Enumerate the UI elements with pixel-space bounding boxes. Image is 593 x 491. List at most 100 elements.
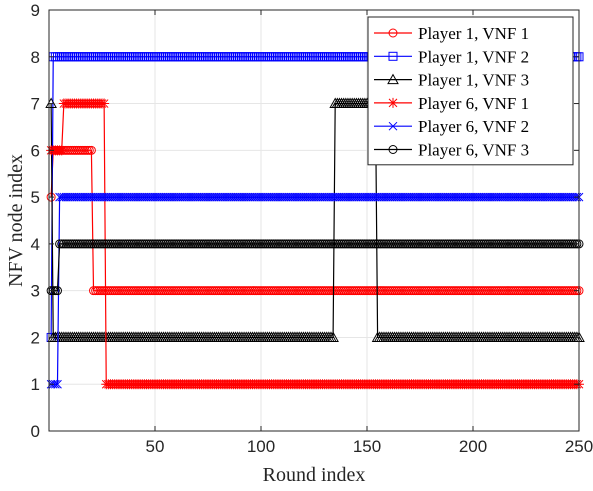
x-marker xyxy=(316,192,325,202)
x-marker xyxy=(95,192,105,202)
x-marker xyxy=(197,192,206,202)
x-marker xyxy=(218,192,228,202)
x-marker xyxy=(464,192,474,202)
x-marker xyxy=(447,192,457,202)
x-marker xyxy=(441,192,450,202)
x-marker xyxy=(373,192,382,202)
x-marker xyxy=(400,192,410,202)
x-marker xyxy=(559,192,569,202)
circle-marker xyxy=(388,28,398,38)
x-marker xyxy=(243,192,253,202)
x-marker xyxy=(180,192,190,202)
legend-label: Player 1, VNF 1 xyxy=(418,24,529,43)
x-marker xyxy=(388,121,398,131)
circle-marker xyxy=(80,145,90,155)
x-marker xyxy=(290,192,300,202)
x-marker xyxy=(434,192,444,202)
x-marker xyxy=(443,192,452,202)
x-marker xyxy=(371,192,380,202)
x-marker xyxy=(564,192,573,202)
x-tick-label: 150 xyxy=(353,437,381,456)
x-marker xyxy=(65,192,75,202)
x-marker xyxy=(475,192,484,202)
x-marker xyxy=(432,192,442,202)
x-marker xyxy=(254,192,264,202)
x-marker xyxy=(163,192,173,202)
circle-marker xyxy=(572,286,582,296)
x-marker xyxy=(260,192,270,202)
x-marker xyxy=(411,192,421,202)
x-marker xyxy=(335,192,344,202)
x-tick-label: 250 xyxy=(565,437,593,456)
x-marker xyxy=(477,192,486,202)
x-marker xyxy=(320,192,329,202)
x-marker xyxy=(375,192,385,202)
x-marker xyxy=(252,192,262,202)
x-marker xyxy=(258,192,268,202)
x-marker xyxy=(383,192,393,202)
x-marker xyxy=(460,192,469,202)
x-marker xyxy=(453,192,463,202)
x-marker xyxy=(394,192,404,202)
x-marker xyxy=(381,192,391,202)
x-marker xyxy=(144,192,153,202)
x-marker xyxy=(57,192,67,202)
x-marker xyxy=(235,192,245,202)
x-marker xyxy=(358,192,368,202)
x-marker xyxy=(445,192,455,202)
x-marker xyxy=(330,192,340,202)
x-marker xyxy=(561,192,571,202)
x-marker xyxy=(424,192,433,202)
x-marker xyxy=(214,192,223,202)
x-marker xyxy=(502,192,512,202)
x-marker xyxy=(182,192,192,202)
x-marker xyxy=(74,192,84,202)
x-marker xyxy=(326,192,336,202)
x-marker xyxy=(324,192,334,202)
x-marker xyxy=(89,192,98,202)
x-marker xyxy=(515,192,524,202)
x-marker xyxy=(487,192,497,202)
x-marker xyxy=(468,192,478,202)
x-marker xyxy=(305,192,315,202)
x-marker xyxy=(55,192,64,202)
x-marker xyxy=(84,192,94,202)
x-marker xyxy=(267,192,276,202)
x-marker xyxy=(53,379,62,389)
x-marker xyxy=(87,192,96,202)
x-marker xyxy=(451,192,461,202)
x-marker xyxy=(118,192,128,202)
series-line xyxy=(51,196,579,385)
x-marker xyxy=(275,192,285,202)
legend-label: Player 6, VNF 1 xyxy=(418,94,529,113)
circle-marker xyxy=(46,192,56,202)
x-marker xyxy=(462,192,471,202)
x-marker xyxy=(237,192,247,202)
x-marker xyxy=(91,192,100,202)
x-marker xyxy=(438,192,448,202)
x-marker xyxy=(419,192,429,202)
x-marker xyxy=(449,192,459,202)
x-marker xyxy=(176,192,185,202)
x-marker xyxy=(405,192,414,202)
x-marker xyxy=(82,192,92,202)
x-marker xyxy=(216,192,226,202)
square-marker xyxy=(388,51,398,61)
x-marker xyxy=(99,192,109,202)
legend-label: Player 1, VNF 3 xyxy=(418,71,529,90)
x-marker xyxy=(466,192,476,202)
x-marker xyxy=(369,192,378,202)
legend-item: Player 6, VNF 2 xyxy=(374,117,529,136)
y-tick-label: 6 xyxy=(31,141,40,160)
circle-marker xyxy=(572,239,582,249)
x-marker xyxy=(125,192,134,202)
x-marker xyxy=(352,192,361,202)
x-marker xyxy=(133,192,143,202)
series-5 xyxy=(46,192,584,389)
x-marker xyxy=(360,192,370,202)
y-tick-label: 1 xyxy=(31,375,40,394)
series-line xyxy=(51,243,579,292)
x-marker xyxy=(496,192,505,202)
star-marker xyxy=(388,97,398,108)
